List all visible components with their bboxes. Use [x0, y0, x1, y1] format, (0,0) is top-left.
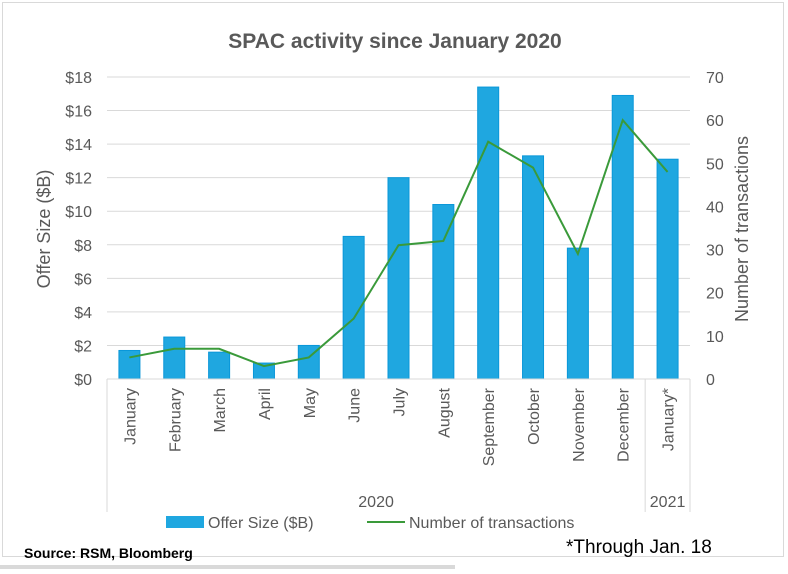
y-tick-label-left: $12 — [65, 171, 92, 188]
x-tick-label: July — [392, 388, 409, 416]
bar-offer-size — [522, 155, 545, 380]
bar-offer-size — [566, 247, 589, 380]
bar-offer-size — [163, 336, 186, 380]
y-tick-label-right: 10 — [706, 329, 724, 346]
y-tick-label-right: 60 — [706, 113, 724, 130]
x-tick-label: October — [526, 387, 543, 445]
x-tick-label: January — [122, 388, 139, 445]
y-tick-label-left: $18 — [65, 70, 92, 87]
y-tick-label-left: $2 — [74, 338, 92, 355]
y-tick-label-right: 30 — [706, 243, 724, 260]
footnote: *Through Jan. 18 — [566, 537, 712, 558]
divider — [0, 565, 455, 569]
group-label: 2021 — [650, 494, 686, 511]
group-label: 2020 — [358, 494, 394, 511]
bar-offer-size — [656, 158, 679, 380]
y-tick-label-left: $16 — [65, 104, 92, 121]
y-tick-label-left: $4 — [74, 305, 92, 322]
x-tick-label: May — [302, 388, 319, 418]
bar-offer-size — [387, 177, 410, 380]
y-tick-label-right: 20 — [706, 286, 724, 303]
legend: Offer Size ($B) Number of transactions — [166, 515, 574, 532]
y-tick-label-left: $8 — [74, 238, 92, 255]
x-tick-label: March — [212, 388, 229, 432]
x-tick-label: November — [571, 387, 588, 461]
y-tick-label-left: $14 — [65, 137, 92, 154]
legend-label-transactions: Number of transactions — [409, 515, 574, 532]
x-tick-label: February — [167, 388, 184, 452]
x-tick-label: December — [616, 387, 633, 461]
y-axis-label-right: Number of transactions — [732, 136, 752, 322]
bar-offer-size — [477, 86, 500, 380]
chart-title: SPAC activity since January 2020 — [228, 30, 561, 53]
bar-offer-size — [208, 351, 231, 380]
bar-offer-size — [118, 349, 141, 380]
y-tick-label-left: $10 — [65, 204, 92, 221]
x-tick-label: January* — [661, 388, 678, 451]
x-tick-label: August — [436, 387, 453, 437]
bar-offer-size — [611, 94, 634, 380]
y-tick-label-right: 0 — [706, 372, 715, 389]
x-tick-label: April — [257, 388, 274, 420]
source-note: Source: RSM, Bloomberg — [24, 545, 193, 561]
legend-label-offer-size: Offer Size ($B) — [208, 515, 314, 532]
y-tick-label-right: 40 — [706, 199, 724, 216]
chart-frame — [2, 2, 784, 557]
y-tick-label-left: $6 — [74, 271, 92, 288]
y-axis-label-left: Offer Size ($B) — [34, 170, 54, 289]
legend-swatch-offer-size — [166, 516, 204, 528]
bar-offer-size — [432, 204, 455, 380]
x-tick-label: June — [347, 388, 364, 423]
y-tick-label-left: $0 — [74, 372, 92, 389]
y-tick-label-right: 70 — [706, 70, 724, 87]
y-tick-label-right: 50 — [706, 156, 724, 173]
x-tick-label: September — [481, 387, 498, 466]
